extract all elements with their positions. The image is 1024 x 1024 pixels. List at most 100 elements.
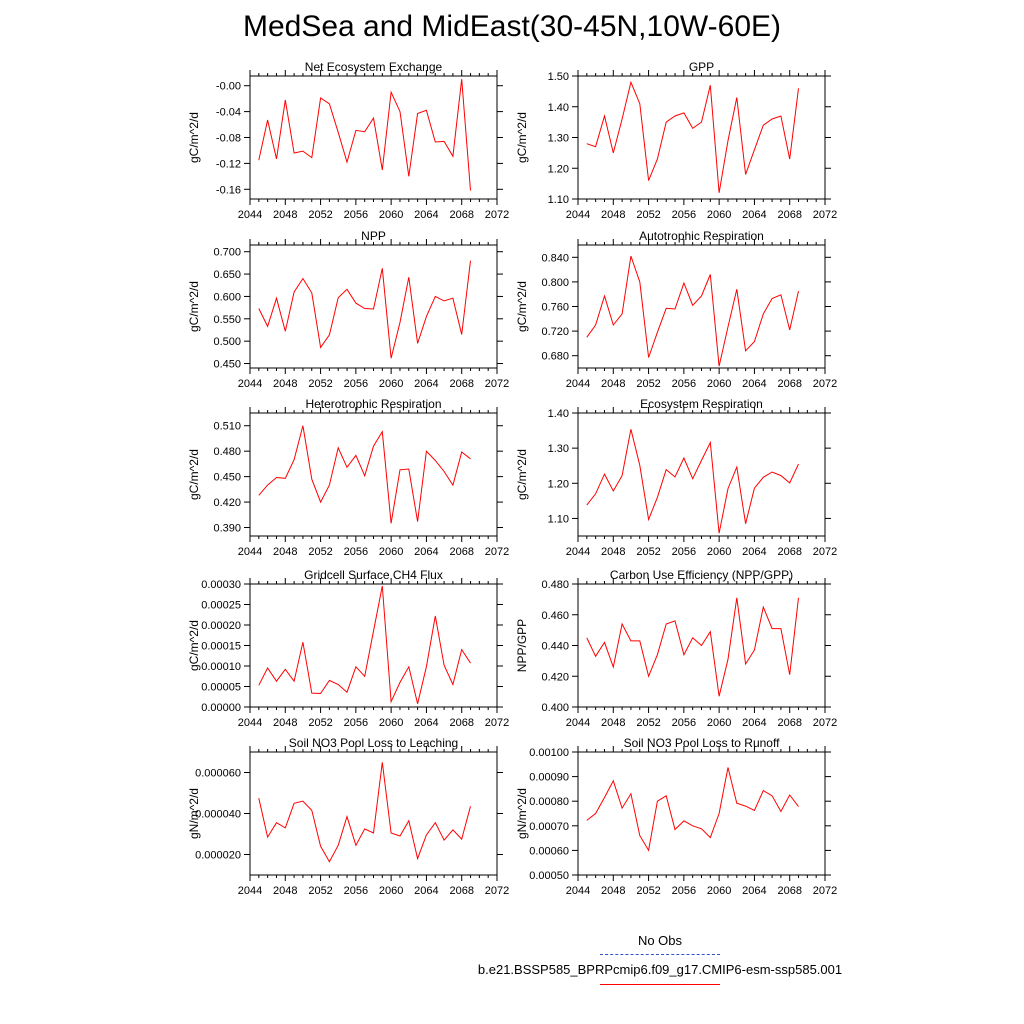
y-tick-label: -0.00 <box>216 81 241 93</box>
x-tick-label: 2056 <box>672 885 696 897</box>
x-tick-label: 2064 <box>742 378 766 390</box>
x-tick-label: 2060 <box>379 546 403 558</box>
y-tick-label: 0.420 <box>213 497 241 509</box>
x-tick-label: 2044 <box>566 209 590 221</box>
y-tick-label: 0.700 <box>213 247 241 259</box>
y-tick-label: 0.00010 <box>201 661 241 673</box>
plot-frame <box>577 412 826 537</box>
y-tick-label: 0.00090 <box>529 772 569 784</box>
y-axis-label: gN/m^2/d <box>515 788 529 839</box>
x-tick-label: 2072 <box>813 885 837 897</box>
panel-soil-no3-pool-loss-to-runoff: Soil NO3 Pool Loss to Runoff gN/m^2/d 2044… <box>515 736 837 897</box>
x-tick-label: 2056 <box>344 717 368 729</box>
y-tick-label: 0.550 <box>213 314 241 326</box>
y-tick-label: 1.50 <box>548 71 569 83</box>
x-tick-label: 2056 <box>672 717 696 729</box>
page-title: MedSea and MidEast(30-45N,10W-60E) <box>242 10 782 43</box>
series-line-ecosystem-respiration <box>586 429 799 534</box>
panel-title: Ecosystem Respiration <box>640 397 763 411</box>
x-tick-label: 2048 <box>273 378 297 390</box>
y-tick-label: 0.000060 <box>195 768 241 780</box>
x-tick-label: 2060 <box>707 885 731 897</box>
x-tick-label: 2068 <box>777 885 801 897</box>
x-tick-label: 2056 <box>672 546 696 558</box>
plot-frame <box>577 75 826 200</box>
x-tick-label: 2060 <box>379 885 403 897</box>
series-line-net-ecosystem-exchange <box>258 79 471 191</box>
y-tick-label: 0.390 <box>213 523 241 535</box>
panel-gridcell-surface-ch4-flux: Gridcell Surface CH4 Flux gC/m^2/d 2044 204… <box>187 568 509 729</box>
x-tick-label: 2072 <box>813 717 837 729</box>
x-tick-label: 2060 <box>707 546 731 558</box>
x-tick-label: 2052 <box>636 209 660 221</box>
y-tick-label: 0.450 <box>213 359 241 371</box>
x-tick-label: 2068 <box>449 209 473 221</box>
y-tick-label: 1.40 <box>548 102 569 114</box>
y-tick-label: 0.440 <box>541 641 569 653</box>
x-tick-label: 2068 <box>777 378 801 390</box>
y-tick-label: 0.000040 <box>195 809 241 821</box>
y-tick-label: 0.00060 <box>529 845 569 857</box>
y-tick-label: 0.800 <box>541 277 569 289</box>
y-tick-label: 1.40 <box>548 408 569 420</box>
x-tick-label: 2056 <box>344 378 368 390</box>
y-tick-label: 0.480 <box>213 446 241 458</box>
series-line-npp <box>258 260 471 359</box>
panel-soil-no3-pool-loss-to-leaching: Soil NO3 Pool Loss to Leaching gN/m^2/d 20… <box>187 736 509 897</box>
panel-npp: NPP gC/m^2/d 2044 2048 2052 2056 2060 2064 2068 2… <box>187 229 509 390</box>
y-tick-label: -0.16 <box>216 184 241 196</box>
y-tick-label: 0.00015 <box>201 641 241 653</box>
series-line-soil-no3-pool-loss-to-leaching <box>258 762 471 863</box>
plot-frame <box>249 583 498 708</box>
y-tick-label: 0.00080 <box>529 796 569 808</box>
x-tick-label: 2048 <box>273 717 297 729</box>
y-tick-label: -0.12 <box>216 158 241 170</box>
y-tick-label: 1.30 <box>548 443 569 455</box>
x-tick-label: 2052 <box>308 209 332 221</box>
y-tick-label: 0.00050 <box>529 870 569 882</box>
x-tick-label: 2060 <box>707 717 731 729</box>
x-tick-label: 2048 <box>601 885 625 897</box>
plot-frame <box>577 751 826 876</box>
y-tick-label: -0.08 <box>216 133 241 145</box>
x-tick-label: 2060 <box>707 209 731 221</box>
legend-run-label: b.e21.BSSP585_BPRPcmip6.f09_g17.CMIP6-es… <box>477 962 843 977</box>
x-tick-label: 2068 <box>449 546 473 558</box>
x-tick-label: 2064 <box>414 546 438 558</box>
x-tick-label: 2068 <box>449 717 473 729</box>
y-tick-label: 0.400 <box>541 702 569 714</box>
x-tick-label: 2064 <box>742 885 766 897</box>
x-tick-label: 2064 <box>742 717 766 729</box>
y-axis-label: gC/m^2/d <box>187 112 201 163</box>
series-line-soil-no3-pool-loss-to-runoff <box>586 767 799 852</box>
y-tick-label: 0.00100 <box>529 747 569 759</box>
y-tick-label: 0.00070 <box>529 821 569 833</box>
legend-obs-label: No Obs <box>637 933 683 948</box>
x-tick-label: 2056 <box>344 209 368 221</box>
panel-title: Net Ecosystem Exchange <box>305 60 443 74</box>
panel-gpp: GPP gC/m^2/d 2044 2048 2052 2056 2060 2064 2068 2… <box>515 60 837 221</box>
x-tick-label: 2048 <box>273 885 297 897</box>
y-tick-label: 0.840 <box>541 252 569 264</box>
panel-net-ecosystem-exchange: Net Ecosystem Exchange gC/m^2/d 2044 2048 20… <box>187 60 509 221</box>
x-tick-label: 2052 <box>308 378 332 390</box>
panel-title: Soil NO3 Pool Loss to Leaching <box>289 736 458 750</box>
legend-run-line <box>600 984 720 985</box>
x-tick-label: 2072 <box>485 717 509 729</box>
y-tick-label: 1.10 <box>548 513 569 525</box>
x-tick-label: 2044 <box>566 546 590 558</box>
y-tick-label: 0.460 <box>541 610 569 622</box>
y-tick-label: 1.20 <box>548 478 569 490</box>
y-tick-label: 0.000020 <box>195 850 241 862</box>
x-tick-label: 2044 <box>566 885 590 897</box>
y-axis-label: gN/m^2/d <box>187 788 201 839</box>
x-tick-label: 2044 <box>238 209 262 221</box>
x-tick-label: 2068 <box>777 717 801 729</box>
y-tick-label: 0.480 <box>541 579 569 591</box>
x-tick-label: 2064 <box>414 885 438 897</box>
y-axis-label: gC/m^2/d <box>187 620 201 671</box>
x-tick-label: 2048 <box>273 209 297 221</box>
x-tick-label: 2056 <box>672 209 696 221</box>
x-tick-label: 2048 <box>601 717 625 729</box>
x-tick-label: 2056 <box>344 885 368 897</box>
